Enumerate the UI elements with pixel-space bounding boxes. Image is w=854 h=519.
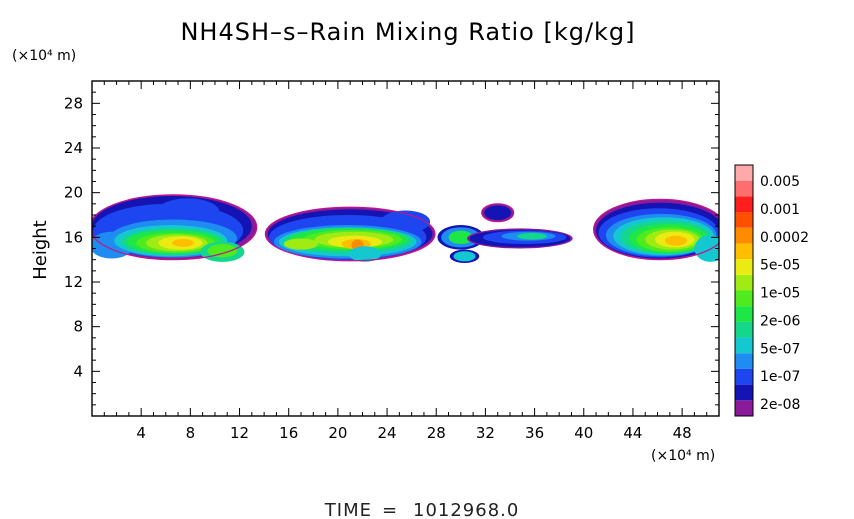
y-tick-label: 20 xyxy=(64,184,83,202)
y-tick-label: 28 xyxy=(64,94,83,112)
contour-edge xyxy=(264,206,436,262)
colorbar-swatch xyxy=(735,306,753,322)
colorbar-label: 2e-08 xyxy=(760,397,800,413)
y-axis-label: Height xyxy=(30,220,51,280)
x-tick-label: 48 xyxy=(673,424,692,442)
contour-region xyxy=(207,244,238,258)
colorbar-swatch xyxy=(735,180,753,197)
y-axis-unit: (×10⁴ m) xyxy=(12,48,76,64)
x-tick-label: 44 xyxy=(623,424,642,442)
colorbar-swatch xyxy=(735,384,753,401)
colorbar-label: 0.0002 xyxy=(760,230,809,246)
colorbar-swatch xyxy=(735,274,753,291)
contour-region xyxy=(484,205,512,221)
contour-field xyxy=(92,194,719,264)
contour-region xyxy=(694,235,719,262)
colorbar-label: 5e-05 xyxy=(760,258,800,274)
y-tick-label: 16 xyxy=(64,228,83,246)
time-value: 1012968.0 xyxy=(413,500,519,519)
colorbar-label: 1e-05 xyxy=(760,286,800,302)
y-tick-label: 12 xyxy=(64,273,83,291)
contour-region xyxy=(283,238,319,250)
x-tick-label: 40 xyxy=(574,424,593,442)
contour-edge xyxy=(92,194,258,261)
y-tick-label: 24 xyxy=(64,139,83,157)
colorbar-swatch xyxy=(735,321,753,338)
colorbar-swatch xyxy=(735,400,753,416)
colorbar-swatch xyxy=(735,196,753,213)
y-axis-ticks: 4 8 12 16 20 24 28 xyxy=(64,91,719,406)
contour-region xyxy=(171,239,195,247)
contour-region xyxy=(380,210,431,233)
colorbar-label: 1e-07 xyxy=(760,369,800,385)
y-tick-label: 8 xyxy=(73,318,83,336)
contour-region xyxy=(348,246,381,262)
contour-edge xyxy=(593,198,719,261)
colorbar-swatch xyxy=(735,243,753,260)
contour-region xyxy=(517,232,547,240)
colorbar-swatch xyxy=(735,290,753,307)
time-label: TIME xyxy=(324,500,372,519)
plot-frame xyxy=(91,80,720,417)
plot-area xyxy=(92,194,719,264)
y-tick-label: 4 xyxy=(73,362,83,380)
x-tick-label: 36 xyxy=(525,424,544,442)
time-readout: TIME = 1012968.0 xyxy=(324,500,519,519)
x-tick-label: 28 xyxy=(427,424,446,442)
contour-region xyxy=(664,235,688,246)
colorbar-swatch xyxy=(735,212,753,228)
x-tick-label: 20 xyxy=(328,424,347,442)
x-tick-label: 32 xyxy=(476,424,495,442)
x-tick-label: 24 xyxy=(378,424,397,442)
x-tick-label: 12 xyxy=(230,424,249,442)
colorbar-label: 0.001 xyxy=(760,202,800,218)
colorbar: 0.005 0.001 0.0002 5e-05 1e-05 2e-06 5e-07 1e-0… xyxy=(734,164,809,417)
colorbar-swatch xyxy=(735,353,753,369)
contour-region xyxy=(453,251,476,262)
x-axis-ticks: 4 8 12 16 20 24 28 32 36 40 44 48 xyxy=(103,81,708,442)
colorbar-swatch xyxy=(735,165,753,181)
colorbar-label: 2e-06 xyxy=(760,313,800,329)
x-tick-label: 16 xyxy=(279,424,298,442)
colorbar-frame xyxy=(734,164,754,417)
colorbar-swatch xyxy=(735,227,753,244)
chart-title: NH4SH–s–Rain Mixing Ratio [kg/kg] xyxy=(180,18,635,46)
x-axis-unit: (×10⁴ m) xyxy=(651,448,715,464)
time-equals: = xyxy=(382,500,398,519)
x-tick-label: 4 xyxy=(136,424,146,442)
contour-region xyxy=(448,230,474,245)
colorbar-label: 5e-07 xyxy=(760,341,800,357)
contour-edge xyxy=(481,203,515,223)
colorbar-swatch xyxy=(735,259,753,275)
colorbar-swatch xyxy=(735,337,753,354)
colorbar-label: 0.005 xyxy=(760,174,800,190)
x-tick-label: 8 xyxy=(186,424,196,442)
colorbar-swatch xyxy=(735,368,753,385)
